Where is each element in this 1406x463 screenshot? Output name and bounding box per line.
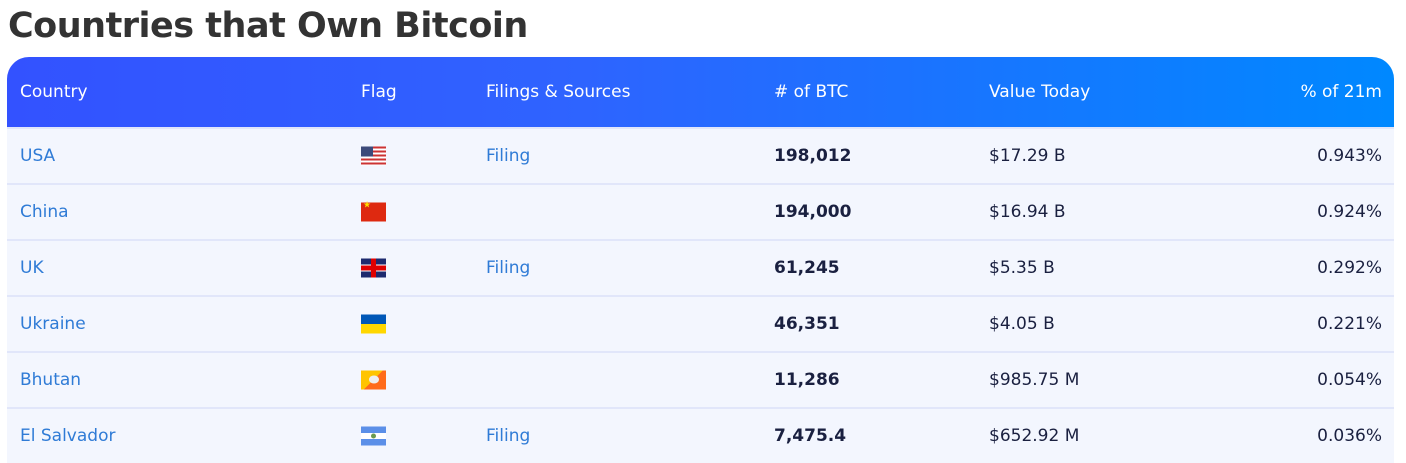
page-title: Countries that Own Bitcoin — [8, 6, 528, 46]
header-pct[interactable]: % of 21m — [1300, 82, 1382, 102]
country-link[interactable]: El Salvador — [20, 426, 116, 446]
value-today: $652.92 M — [989, 426, 1080, 446]
pct-of-supply: 0.054% — [1317, 370, 1382, 390]
pct-of-supply: 0.221% — [1317, 314, 1382, 334]
btc-amount: 198,012 — [774, 146, 852, 166]
el-salvador-flag-icon — [361, 426, 386, 446]
header-flag: Flag — [361, 82, 397, 102]
value-today: $16.94 B — [989, 202, 1066, 222]
header-btc[interactable]: # of BTC — [774, 82, 849, 102]
pct-of-supply: 0.943% — [1317, 146, 1382, 166]
filing-link[interactable]: Filing — [486, 146, 531, 166]
header-country[interactable]: Country — [20, 82, 88, 102]
btc-amount: 61,245 — [774, 258, 840, 278]
pct-of-supply: 0.924% — [1317, 202, 1382, 222]
us-flag-icon — [361, 146, 386, 166]
country-link[interactable]: Ukraine — [20, 314, 86, 334]
table-row: El Salvador Filing 7,475.4 $652.92 M 0.0… — [7, 407, 1394, 463]
table-row: UK Filing 61,245 $5.35 B 0.292% — [7, 239, 1394, 295]
country-link[interactable]: Bhutan — [20, 370, 82, 390]
bitcoin-countries-table: Country Flag Filings & Sources # of BTC … — [7, 57, 1394, 463]
table-row: USA Filing 198,012 $17.29 B 0.943% — [7, 127, 1394, 183]
pct-of-supply: 0.292% — [1317, 258, 1382, 278]
ukraine-flag-icon — [361, 314, 386, 334]
filing-link[interactable]: Filing — [486, 258, 531, 278]
value-today: $4.05 B — [989, 314, 1055, 334]
btc-amount: 7,475.4 — [774, 426, 847, 446]
pct-of-supply: 0.036% — [1317, 426, 1382, 446]
btc-amount: 11,286 — [774, 370, 840, 390]
country-link[interactable]: USA — [20, 146, 56, 166]
header-filings: Filings & Sources — [486, 82, 631, 102]
country-link[interactable]: China — [20, 202, 69, 222]
table-row: Ukraine 46,351 $4.05 B 0.221% — [7, 295, 1394, 351]
header-value[interactable]: Value Today — [989, 82, 1091, 102]
btc-amount: 194,000 — [774, 202, 852, 222]
uk-flag-icon — [361, 258, 386, 278]
table-header: Country Flag Filings & Sources # of BTC … — [7, 57, 1394, 127]
value-today: $985.75 M — [989, 370, 1080, 390]
china-flag-icon — [361, 201, 386, 222]
value-today: $17.29 B — [989, 146, 1066, 166]
filing-link[interactable]: Filing — [486, 426, 531, 446]
btc-amount: 46,351 — [774, 314, 840, 334]
value-today: $5.35 B — [989, 258, 1055, 278]
bhutan-flag-icon — [361, 370, 386, 390]
country-link[interactable]: UK — [20, 258, 44, 278]
table-row: China 194,000 $16.94 B 0.924% — [7, 183, 1394, 239]
table-row: Bhutan 11,286 $985.75 M 0.054% — [7, 351, 1394, 407]
